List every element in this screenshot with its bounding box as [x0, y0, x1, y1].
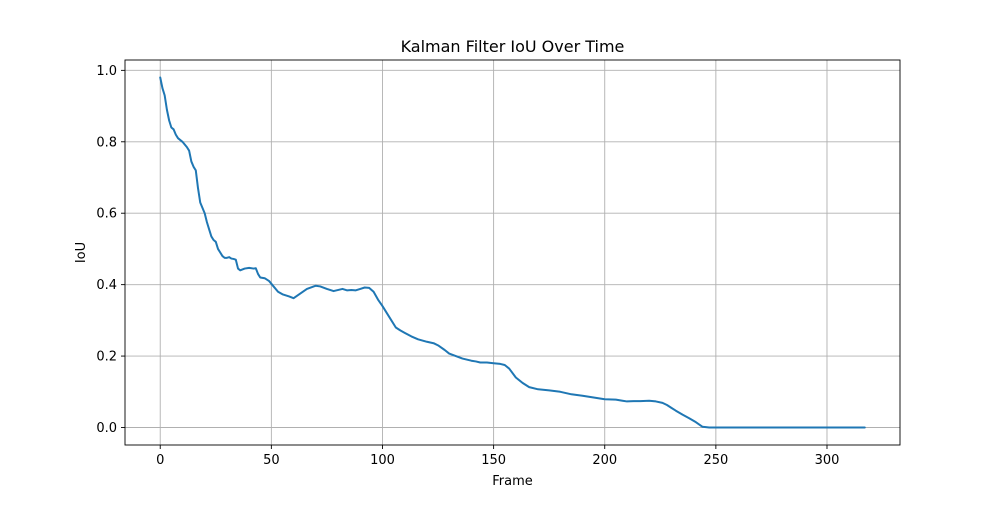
x-tick-label: 50 — [263, 453, 280, 468]
x-axis-label: Frame — [492, 474, 533, 489]
x-tick-label: 250 — [703, 453, 728, 468]
x-tick-label: 0 — [156, 453, 164, 468]
y-tick-label: 0.8 — [96, 135, 117, 150]
series-layer — [159, 76, 866, 429]
plot-frame — [124, 59, 901, 446]
y-tick-label: 0.0 — [96, 421, 117, 436]
tick-layer: 0 50 100 150 200 250 300 0.0 0.2 0.4 0.6 0.8 1.0 — [96, 64, 839, 468]
y-tick-label: 0.6 — [96, 207, 117, 222]
y-axis-label: IoU — [74, 242, 89, 263]
x-tick-label: 150 — [481, 453, 506, 468]
x-tick-label: 100 — [370, 453, 395, 468]
x-tick-label: 200 — [592, 453, 617, 468]
y-tick-label: 0.2 — [96, 350, 117, 365]
chart-title: Kalman Filter IoU Over Time — [401, 37, 625, 56]
x-tick-label: 300 — [815, 453, 840, 468]
grid-layer — [125, 60, 900, 445]
series-line-iou — [159, 76, 866, 429]
y-tick-label: 1.0 — [96, 64, 117, 79]
y-tick-label: 0.4 — [96, 278, 117, 293]
